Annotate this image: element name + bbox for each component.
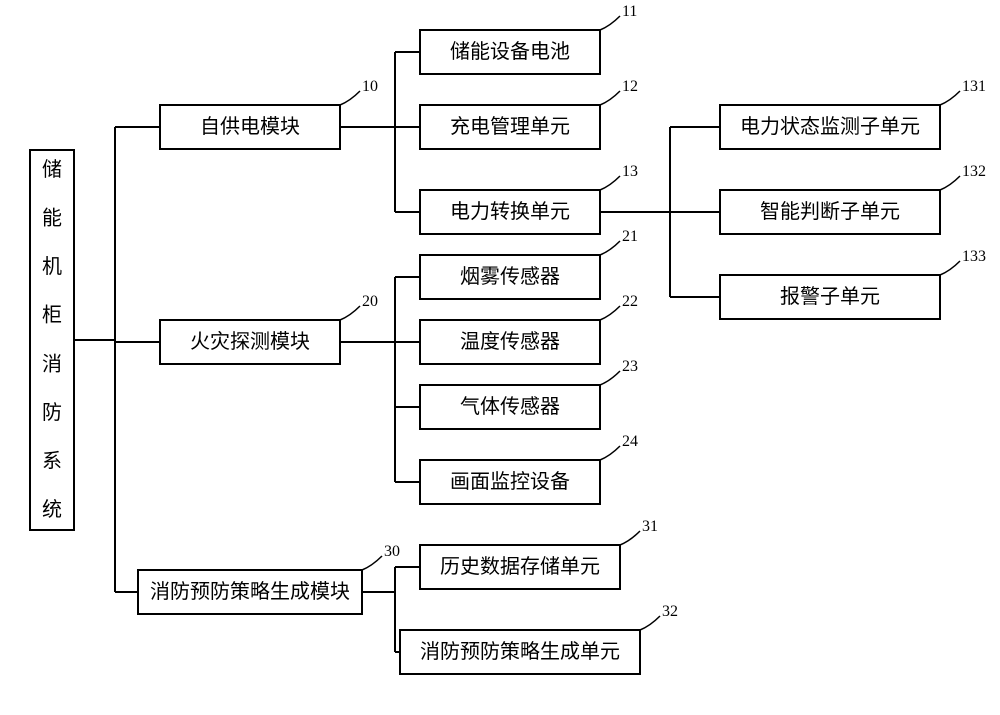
diagram-canvas: 储能机柜消防系统 自供电模块 10 火灾探测模块 20 消防预防策略生成模块 30 储能设备电… bbox=[0, 0, 1000, 715]
node-number-n22: 22 bbox=[622, 293, 638, 310]
node-number-n21: 21 bbox=[622, 228, 638, 245]
leader-n133 bbox=[940, 261, 960, 275]
node-label-n13: 电力转换单元 bbox=[450, 200, 570, 223]
leader-n23 bbox=[600, 371, 620, 385]
node-number-n11: 11 bbox=[622, 3, 637, 20]
root-label-char: 能 bbox=[42, 207, 62, 230]
node-label-n132: 智能判断子单元 bbox=[760, 200, 900, 223]
node-number-n133: 133 bbox=[962, 248, 986, 265]
node-number-n31: 31 bbox=[642, 518, 658, 535]
leader-n21 bbox=[600, 241, 620, 255]
node-label-n32: 消防预防策略生成单元 bbox=[420, 640, 620, 663]
node-number-n30: 30 bbox=[384, 543, 400, 560]
leader-n24 bbox=[600, 446, 620, 460]
node-number-n131: 131 bbox=[962, 78, 986, 95]
node-label-n11: 储能设备电池 bbox=[450, 40, 570, 63]
node-label-n20: 火灾探测模块 bbox=[190, 330, 310, 353]
node-label-n31: 历史数据存储单元 bbox=[440, 555, 600, 578]
node-number-n24: 24 bbox=[622, 433, 638, 450]
leader-n12 bbox=[600, 91, 620, 105]
leader-n10 bbox=[340, 91, 360, 105]
node-label-n133: 报警子单元 bbox=[780, 285, 880, 308]
root-label-char: 柜 bbox=[42, 304, 62, 327]
root-label-char: 系 bbox=[42, 449, 62, 472]
node-label-n30: 消防预防策略生成模块 bbox=[150, 580, 350, 603]
node-number-n12: 12 bbox=[622, 78, 638, 95]
node-number-n13: 13 bbox=[622, 163, 638, 180]
node-label-n131: 电力状态监测子单元 bbox=[740, 115, 920, 138]
node-number-n32: 32 bbox=[662, 603, 678, 620]
leader-n20 bbox=[340, 306, 360, 320]
leader-n31 bbox=[620, 531, 640, 545]
root-label-char: 统 bbox=[42, 498, 62, 521]
leader-n132 bbox=[940, 176, 960, 190]
leader-n30 bbox=[362, 556, 382, 570]
node-label-n21: 烟雾传感器 bbox=[460, 265, 560, 288]
root-label-char: 机 bbox=[42, 255, 62, 278]
node-number-n23: 23 bbox=[622, 358, 638, 375]
root-label-char: 储 bbox=[42, 158, 62, 181]
leader-n13 bbox=[600, 176, 620, 190]
node-label-n22: 温度传感器 bbox=[460, 330, 560, 353]
node-label-n12: 充电管理单元 bbox=[450, 115, 570, 138]
node-number-n10: 10 bbox=[362, 78, 378, 95]
leader-n32 bbox=[640, 616, 660, 630]
root-label-char: 防 bbox=[42, 401, 62, 424]
node-label-n23: 气体传感器 bbox=[460, 395, 560, 418]
node-number-n132: 132 bbox=[962, 163, 986, 180]
leader-n11 bbox=[600, 16, 620, 30]
root-label-char: 消 bbox=[42, 352, 62, 375]
leader-n131 bbox=[940, 91, 960, 105]
leader-n22 bbox=[600, 306, 620, 320]
node-label-n24: 画面监控设备 bbox=[450, 470, 570, 493]
node-number-n20: 20 bbox=[362, 293, 378, 310]
node-label-n10: 自供电模块 bbox=[200, 115, 300, 138]
